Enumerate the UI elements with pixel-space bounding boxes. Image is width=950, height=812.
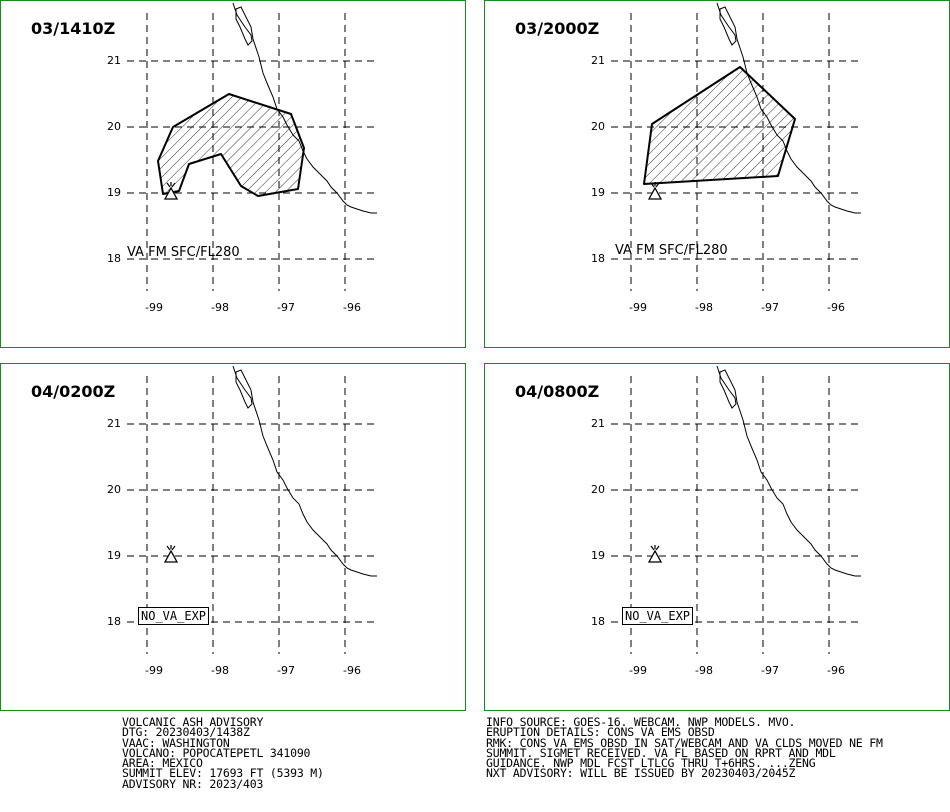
- forecast-panel-1: 03/1410Z VA FM SFC/FL280 21 20 19 18 -99 -98 -…: [0, 0, 466, 348]
- panel-title: 03/2000Z: [515, 19, 600, 38]
- longitude-label: -97: [277, 301, 295, 314]
- panel-title: 03/1410Z: [31, 19, 116, 38]
- longitude-label: -98: [211, 301, 229, 314]
- latitude-label: 21: [107, 417, 121, 430]
- latitude-label: 19: [591, 186, 605, 199]
- latitude-label: 20: [107, 483, 121, 496]
- advisory-line: DTG: 20230403/1438Z: [122, 725, 250, 740]
- longitude-label: -96: [343, 664, 361, 677]
- latitude-label: 19: [107, 186, 121, 199]
- advisory-line: INFO SOURCE: GOES-16. WEBCAM. NWP MODELS…: [486, 715, 796, 729]
- longitude-label: -97: [761, 301, 779, 314]
- advisory-text-right: INFO SOURCE: GOES-16. WEBCAM. NWP MODELS…: [486, 715, 883, 781]
- advisory-text-left: VOLCANIC ASH ADVISORY DTG: 20230403/1438Z…: [122, 715, 324, 791]
- map-canvas: [127, 365, 377, 654]
- latitude-label: 18: [591, 615, 605, 628]
- volcano-icon: [647, 182, 663, 200]
- longitude-label: -97: [761, 664, 779, 677]
- latitude-label: 21: [591, 54, 605, 67]
- advisory-line: ADVISORY NR: 2023/403: [122, 776, 264, 791]
- panel-title: 04/0800Z: [515, 382, 600, 401]
- advisory-line: VOLCANIC ASH ADVISORY: [122, 715, 264, 729]
- latitude-label: 19: [107, 549, 121, 562]
- latitude-label: 21: [591, 417, 605, 430]
- longitude-label: -96: [343, 301, 361, 314]
- latitude-label: 18: [107, 252, 121, 265]
- map-canvas: [611, 365, 861, 654]
- volcano-icon: [647, 545, 663, 563]
- forecast-panel-3: 04/0200Z NO_VA_EXP 21 20 19 18 -99 -98 -97 -96: [0, 363, 466, 711]
- advisory-line: VAAC: WASHINGTON: [122, 735, 230, 750]
- longitude-label: -96: [827, 301, 845, 314]
- advisory-line: RMK: CONS VA EMS OBSD IN SAT/WEBCAM AND …: [486, 735, 883, 750]
- advisory-line: NXT ADVISORY: WILL BE ISSUED BY 20230403…: [486, 766, 796, 781]
- latitude-label: 18: [591, 252, 605, 265]
- longitude-label: -98: [211, 664, 229, 677]
- map-canvas: [611, 2, 861, 291]
- ash-cloud-polygon: [643, 66, 796, 185]
- longitude-label: -99: [629, 301, 647, 314]
- volcano-icon: [163, 545, 179, 563]
- longitude-label: -98: [695, 301, 713, 314]
- advisory-line: ERUPTION DETAILS: CONS VA EMS OBSD: [486, 725, 715, 740]
- advisory-line: GUIDANCE. NWP MDL FCST LTLCG THRU T+6HRS…: [486, 756, 816, 771]
- coastline: [716, 365, 861, 577]
- forecast-panel-4: 04/0800Z NO_VA_EXP 21 20 19 18 -99 -98 -97 -96: [484, 363, 950, 711]
- coastline: [232, 365, 377, 577]
- volcano-icon: [163, 182, 179, 200]
- no-va-label: NO_VA_EXP: [622, 607, 694, 625]
- advisory-line: VOLCANO: POPOCATEPETL 341090: [122, 745, 311, 760]
- latitude-label: 20: [591, 483, 605, 496]
- longitude-label: -99: [145, 301, 163, 314]
- advisory-line: SUMMIT. SIGMET RECEIVED. VA FL BASED ON …: [486, 745, 836, 760]
- advisory-line: AREA: MEXICO: [122, 756, 203, 771]
- advisory-line: SUMMIT ELEV: 17693 FT (5393 M): [122, 766, 324, 781]
- longitude-label: -97: [277, 664, 295, 677]
- map-canvas: [127, 2, 377, 291]
- va-label: VA FM SFC/FL280: [615, 243, 728, 258]
- latitude-label: 21: [107, 54, 121, 67]
- latitude-label: 20: [107, 120, 121, 133]
- latitude-label: 18: [107, 615, 121, 628]
- longitude-label: -99: [145, 664, 163, 677]
- longitude-label: -96: [827, 664, 845, 677]
- no-va-label: NO_VA_EXP: [138, 607, 210, 625]
- latitude-label: 20: [591, 120, 605, 133]
- ash-cloud-polygon: [157, 93, 305, 197]
- longitude-label: -99: [629, 664, 647, 677]
- va-label: VA FM SFC/FL280: [127, 245, 240, 260]
- forecast-panel-2: 03/2000Z VA FM SFC/FL280 21 20 19 18 -99 -98 -…: [484, 0, 950, 348]
- panel-title: 04/0200Z: [31, 382, 116, 401]
- longitude-label: -98: [695, 664, 713, 677]
- latitude-label: 19: [591, 549, 605, 562]
